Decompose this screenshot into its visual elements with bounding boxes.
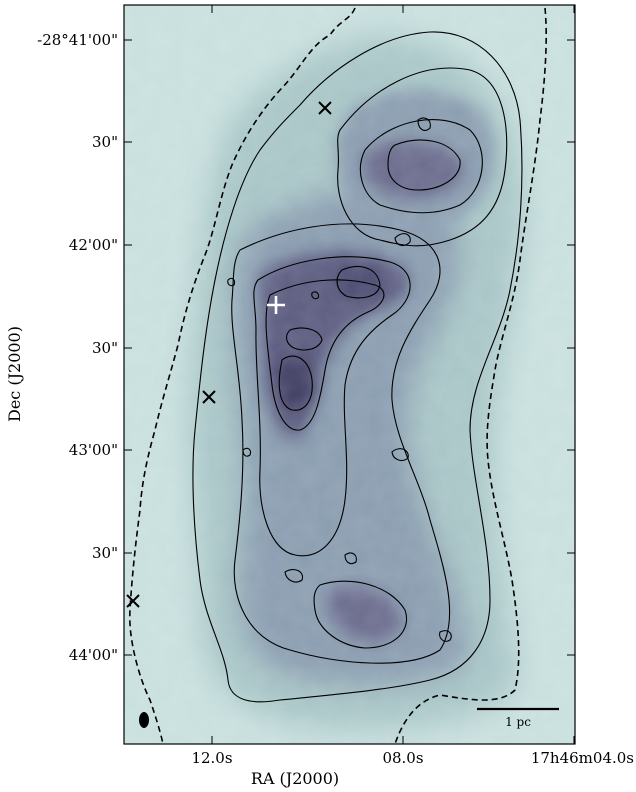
x-ticks	[211, 5, 575, 744]
y-tick-label: 44'00"	[69, 646, 118, 664]
y-tick-label: 42'00"	[69, 236, 118, 254]
beam-ellipse	[139, 712, 149, 728]
x-tick-label: 12.0s	[191, 749, 232, 767]
y-tick-label: 43'00"	[69, 441, 118, 459]
x-marker-middle	[202, 390, 216, 404]
intensity-map: 1 pc	[124, 5, 575, 744]
plot-frame	[123, 4, 576, 745]
x-marker-bottom	[126, 594, 140, 608]
x-tick-label: 08.0s	[382, 749, 423, 767]
y-tick-label: 30"	[92, 133, 118, 151]
contour-lines	[129, 7, 547, 744]
y-tick-label: 30"	[92, 339, 118, 357]
x-tick-label: 17h46m04.0s	[531, 749, 634, 767]
y-tick-label: 30"	[92, 544, 118, 562]
scale-bar-label: 1 pc	[505, 715, 531, 729]
plus-marker	[267, 296, 285, 314]
y-axis-title: Dec (J2000)	[5, 326, 24, 422]
y-tick-label: -28°41'00"	[37, 31, 118, 49]
x-marker-top	[318, 101, 332, 115]
x-axis-title: RA (J2000)	[251, 769, 339, 788]
y-ticks	[124, 39, 575, 656]
